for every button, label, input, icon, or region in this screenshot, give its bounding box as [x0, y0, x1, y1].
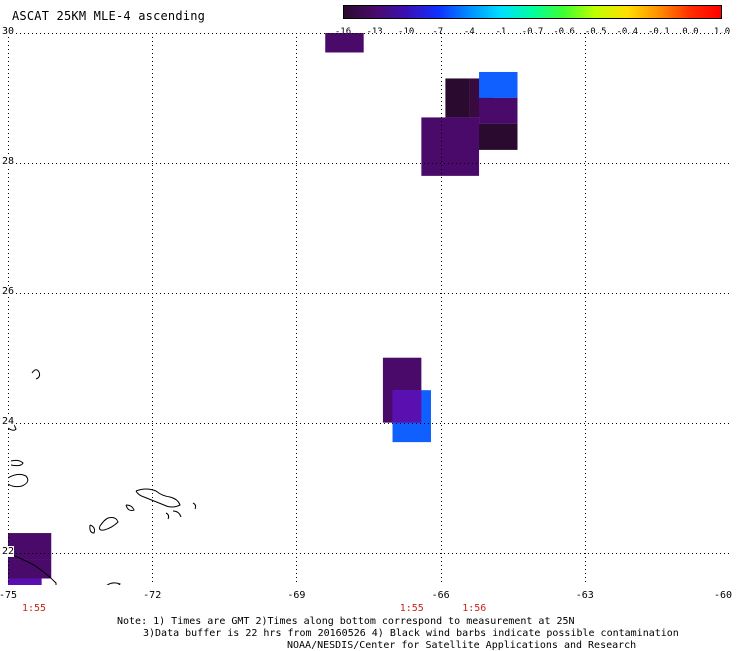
time-label: 1:55: [21, 603, 47, 614]
longitude-label: -72: [143, 590, 162, 601]
colorbar-tick: -0.1: [647, 27, 670, 37]
wind-cell: [421, 117, 480, 176]
longitude-label: -75: [0, 590, 18, 601]
latitude-label: 26: [2, 285, 15, 297]
latitude-label: 24: [2, 415, 15, 427]
note-line-1: Note: 1) Times are GMT 2)Times along bot…: [117, 616, 575, 627]
longitude-label: -60: [713, 590, 733, 601]
wind-cell: [325, 33, 364, 53]
wind-cell: [8, 533, 52, 560]
latitude-label: 22: [2, 545, 15, 557]
time-label: 1:55: [399, 603, 424, 614]
graticule: [8, 33, 729, 585]
note-line-2: 3)Data buffer is 22 hrs from 20160526 4)…: [143, 628, 679, 639]
colorbar: [343, 5, 722, 19]
wind-cell: [479, 97, 518, 124]
colorbar-tick: -0.4: [616, 27, 639, 37]
map-area[interactable]: [8, 33, 729, 585]
colorbar-tick: 1.0: [713, 27, 731, 37]
colorbar-tick: 0.0: [682, 27, 699, 37]
wind-cell: [8, 559, 52, 579]
colorbar-tick: -10: [398, 27, 415, 37]
colorbar-tick: -0.5: [584, 27, 607, 37]
longitude-label: -69: [287, 590, 306, 601]
colorbar-tick: -1: [495, 27, 507, 37]
longitude-label: -63: [575, 590, 594, 601]
colorbar-tick: -16: [334, 27, 352, 37]
latitude-label: 28: [2, 155, 15, 167]
colorbar-tick: -7: [432, 27, 444, 37]
time-label: 1:56: [462, 603, 487, 614]
note-line-3: NOAA/NESDIS/Center for Satellite Applica…: [287, 640, 637, 651]
wind-cell: [392, 390, 422, 423]
latitude-label: 30: [2, 26, 15, 37]
wind-cell: [445, 78, 470, 118]
colorbar-tick: -4: [463, 27, 475, 37]
wind-cells: [8, 33, 518, 585]
wind-cell: [479, 71, 518, 98]
colorbar-tick: -0.6: [553, 27, 575, 37]
coastline-icon: [8, 369, 197, 585]
colorbar-tick: -0.7: [521, 27, 544, 37]
longitude-label: -66: [431, 590, 450, 601]
wind-cell: [8, 578, 42, 585]
map-title: ASCAT 25KM MLE-4 ascending: [12, 9, 206, 23]
colorbar-tick: -13: [366, 27, 383, 37]
map-svg: [8, 33, 729, 585]
